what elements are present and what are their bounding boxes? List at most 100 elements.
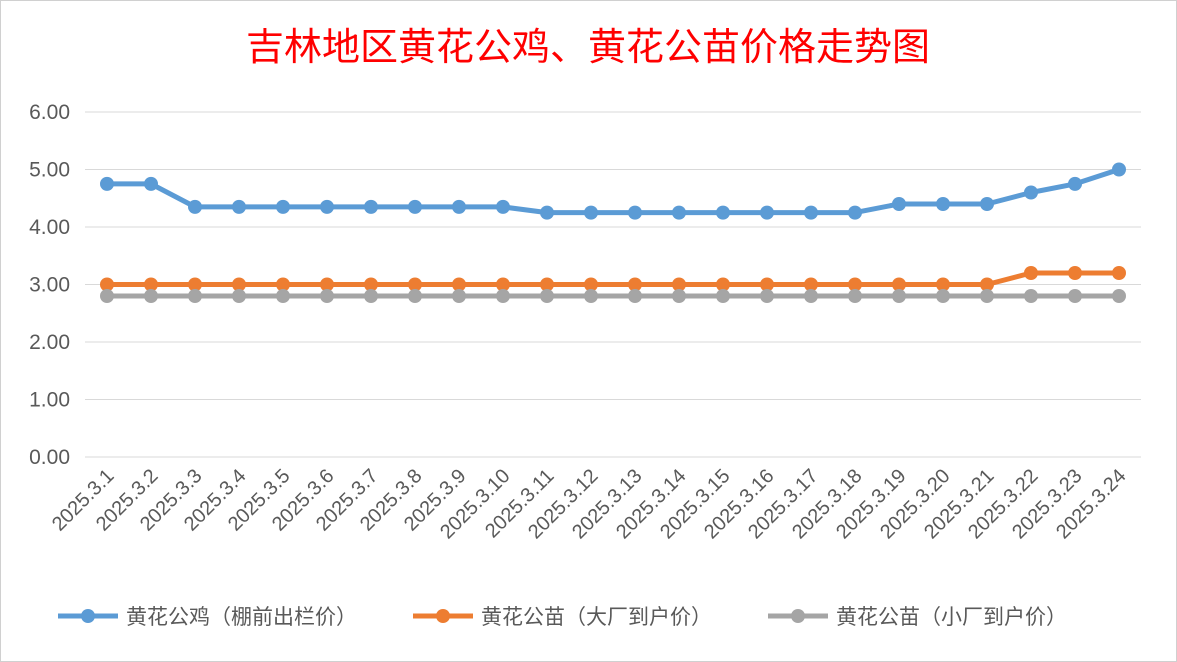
data-point bbox=[364, 289, 378, 303]
legend-item: 黄花公苗（小厂到户价） bbox=[768, 605, 1067, 629]
legend-item: 黄花公鸡（棚前出栏价） bbox=[58, 605, 357, 629]
data-point bbox=[232, 199, 246, 214]
data-point bbox=[980, 197, 994, 211]
data-point bbox=[1112, 266, 1126, 280]
data-point bbox=[804, 277, 818, 292]
data-point bbox=[452, 289, 466, 303]
data-point bbox=[320, 277, 334, 292]
data-point bbox=[892, 289, 906, 303]
data-point bbox=[760, 205, 774, 220]
data-point bbox=[716, 205, 730, 220]
data-point bbox=[1024, 185, 1038, 200]
data-point bbox=[584, 205, 598, 220]
data-point bbox=[628, 205, 642, 220]
data-point bbox=[1024, 266, 1038, 280]
data-point bbox=[188, 277, 202, 292]
y-tick-label: 4.00 bbox=[29, 216, 70, 239]
data-point bbox=[672, 277, 686, 292]
data-point bbox=[540, 289, 554, 303]
y-axis-ticks: 0.00 1.00 2.00 3.00 4.00 5.00 6.00 bbox=[29, 101, 70, 469]
data-point bbox=[848, 205, 862, 220]
y-tick-label: 1.00 bbox=[29, 389, 70, 412]
data-point bbox=[496, 199, 510, 214]
data-point bbox=[980, 289, 994, 303]
data-point bbox=[584, 289, 598, 303]
data-point bbox=[936, 289, 950, 303]
data-point bbox=[100, 277, 114, 292]
data-point bbox=[716, 289, 730, 303]
data-point bbox=[144, 176, 158, 191]
data-point bbox=[760, 289, 774, 303]
data-point bbox=[1068, 289, 1082, 303]
data-point bbox=[496, 289, 510, 303]
data-point bbox=[188, 289, 202, 303]
data-point bbox=[1068, 176, 1082, 191]
data-point bbox=[496, 277, 510, 292]
data-point bbox=[100, 176, 114, 191]
data-point bbox=[188, 199, 202, 214]
data-point bbox=[936, 197, 950, 211]
data-point bbox=[276, 289, 290, 303]
data-point bbox=[628, 289, 642, 303]
data-point bbox=[320, 289, 334, 303]
legend-marker bbox=[81, 609, 95, 623]
data-point bbox=[628, 277, 642, 292]
legend-label: 黄花公苗（小厂到户价） bbox=[836, 605, 1067, 629]
series-3 bbox=[100, 289, 1126, 303]
data-point bbox=[672, 205, 686, 220]
data-point bbox=[452, 277, 466, 292]
series-line bbox=[104, 167, 1122, 216]
y-tick-label: 2.00 bbox=[29, 331, 70, 354]
data-point bbox=[1112, 289, 1126, 303]
data-point bbox=[452, 199, 466, 214]
y-tick-label: 3.00 bbox=[29, 274, 70, 297]
legend: 黄花公鸡（棚前出栏价） 黄花公苗（大厂到户价） 黄花公苗（小厂到户价） bbox=[58, 605, 1067, 629]
data-point bbox=[760, 277, 774, 292]
series-lines bbox=[100, 162, 1126, 303]
data-point bbox=[408, 277, 422, 292]
legend-marker bbox=[436, 609, 450, 623]
legend-marker bbox=[791, 609, 805, 623]
data-point bbox=[672, 289, 686, 303]
legend-label: 黄花公苗（大厂到户价） bbox=[481, 605, 712, 629]
data-point bbox=[716, 277, 730, 292]
data-point bbox=[936, 277, 950, 292]
data-point bbox=[892, 277, 906, 292]
data-point bbox=[232, 289, 246, 303]
data-point bbox=[1068, 266, 1082, 280]
data-point bbox=[540, 277, 554, 292]
data-point bbox=[848, 289, 862, 303]
y-tick-label: 6.00 bbox=[29, 101, 70, 124]
data-point bbox=[100, 289, 114, 303]
legend-label: 黄花公鸡（棚前出栏价） bbox=[126, 605, 357, 629]
series-2 bbox=[100, 266, 1126, 292]
data-point bbox=[1112, 162, 1126, 177]
data-point bbox=[980, 277, 994, 292]
data-point bbox=[804, 205, 818, 220]
data-point bbox=[232, 277, 246, 292]
data-point bbox=[320, 199, 334, 214]
data-point bbox=[144, 289, 158, 303]
data-point bbox=[364, 199, 378, 214]
data-point bbox=[408, 289, 422, 303]
data-point bbox=[540, 205, 554, 220]
data-point bbox=[804, 289, 818, 303]
y-tick-label: 5.00 bbox=[29, 159, 70, 182]
data-point bbox=[276, 199, 290, 214]
series-1 bbox=[100, 162, 1126, 220]
data-point bbox=[1024, 289, 1038, 303]
data-point bbox=[364, 277, 378, 292]
data-point bbox=[408, 199, 422, 214]
data-point bbox=[276, 277, 290, 292]
data-point bbox=[144, 277, 158, 292]
legend-item: 黄花公苗（大厂到户价） bbox=[413, 605, 712, 629]
chart-title: 吉林地区黄花公鸡、黄花公苗价格走势图 bbox=[246, 25, 930, 69]
y-tick-label: 0.00 bbox=[29, 446, 70, 469]
series-line bbox=[104, 270, 1122, 287]
data-point bbox=[848, 277, 862, 292]
data-point bbox=[584, 277, 598, 292]
data-point bbox=[892, 197, 906, 211]
